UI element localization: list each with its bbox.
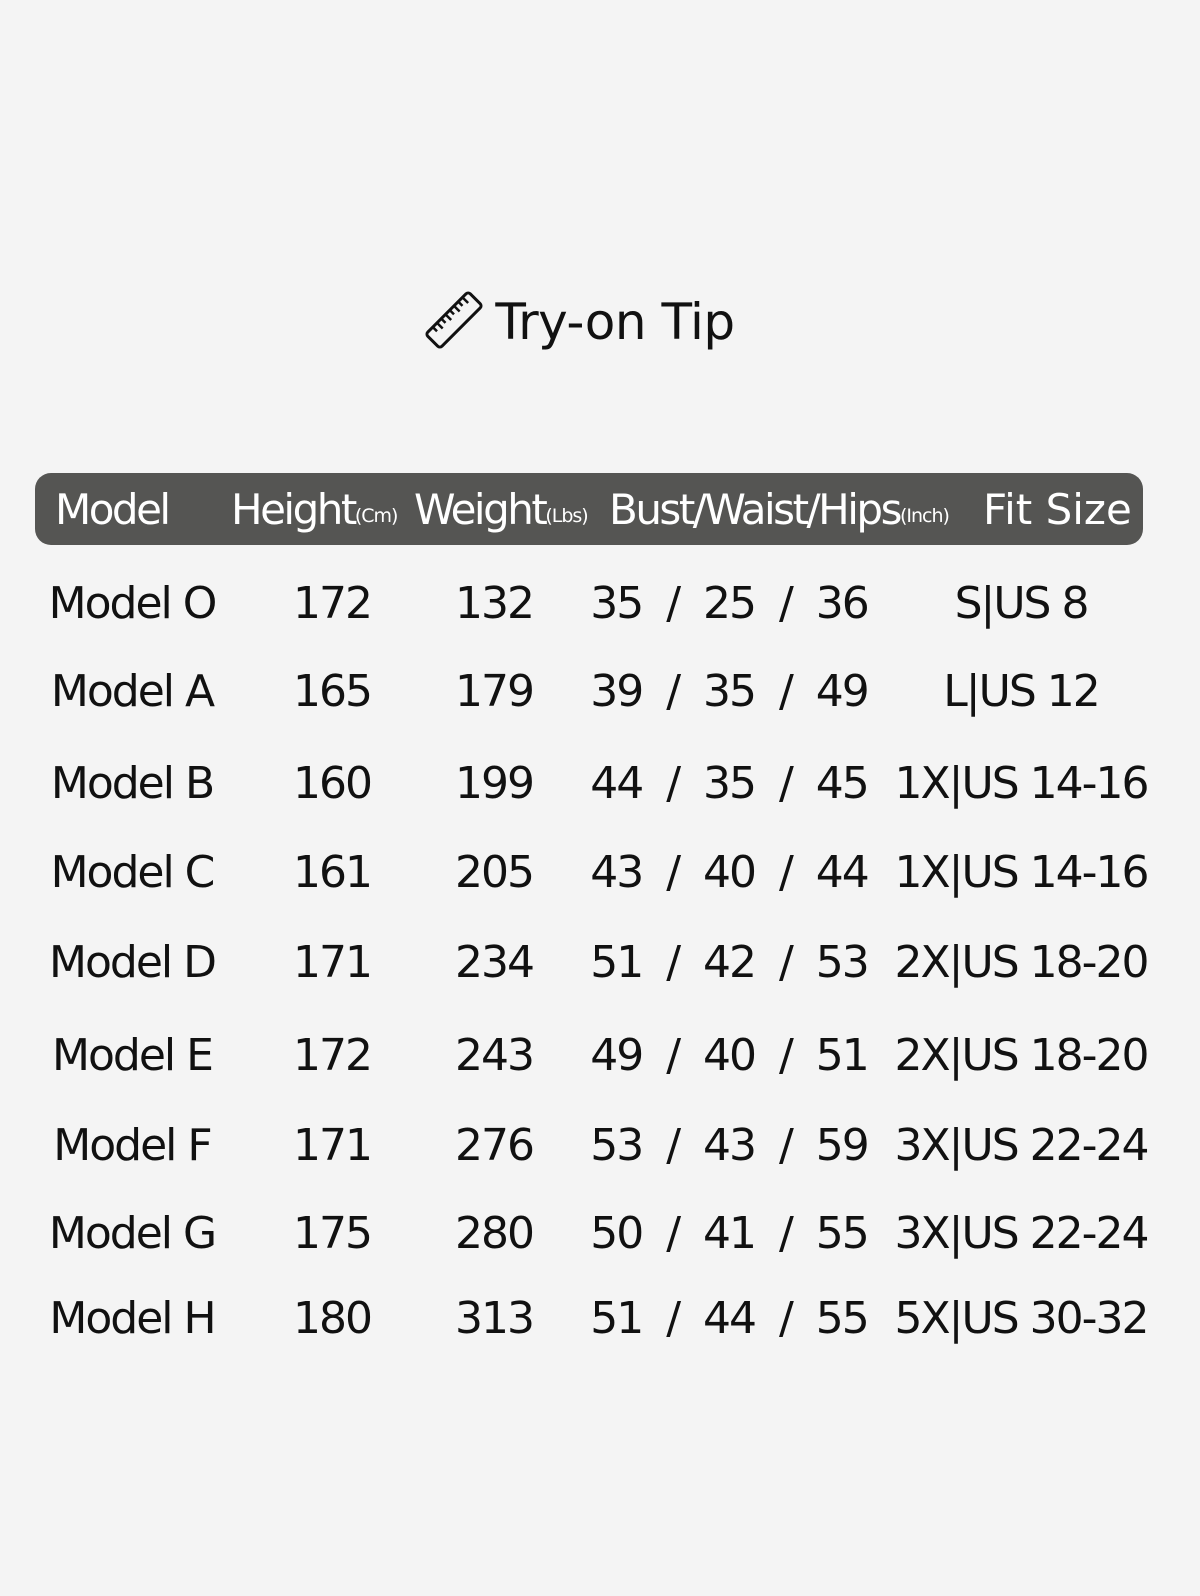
cell-height: 171 <box>293 936 373 988</box>
cell-model: Model A <box>50 665 215 717</box>
table-row: Model G 175 280 50 / 41 / 55 3X|US 22-24 <box>0 1203 1200 1263</box>
header-height: Height (Cm) <box>231 473 399 545</box>
cell-model: Model F <box>53 1119 212 1171</box>
header-model: Model <box>55 484 171 534</box>
cell-model: Model O <box>48 577 218 629</box>
cell-bwh: 49 / 40 / 51 <box>590 1029 870 1081</box>
cell-bwh: 53 / 43 / 59 <box>590 1119 870 1171</box>
table-row: Model O 172 132 35 / 25 / 36 S|US 8 <box>0 573 1200 633</box>
header-weight-unit: (Lbs) <box>545 505 588 527</box>
table-row: Model F 171 276 53 / 43 / 59 3X|US 22-24 <box>0 1115 1200 1175</box>
header-weight-label: Weight <box>414 484 548 534</box>
table-row: Model E 172 243 49 / 40 / 51 2X|US 18-20 <box>0 1025 1200 1085</box>
cell-weight: 243 <box>455 1029 535 1081</box>
title-text: Try-on Tip <box>495 293 735 351</box>
ruler-icon <box>425 288 483 356</box>
cell-fit: 2X|US 18-20 <box>894 1029 1150 1081</box>
cell-fit: 3X|US 22-24 <box>894 1207 1150 1259</box>
cell-bwh: 44 / 35 / 45 <box>590 757 870 809</box>
cell-fit: 2X|US 18-20 <box>894 936 1150 988</box>
cell-fit: S|US 8 <box>954 577 1090 629</box>
cell-fit: 3X|US 22-24 <box>894 1119 1150 1171</box>
cell-bwh: 50 / 41 / 55 <box>590 1207 870 1259</box>
table-row: Model C 161 205 43 / 40 / 44 1X|US 14-16 <box>0 842 1200 902</box>
cell-model: Model D <box>49 936 217 988</box>
cell-weight: 313 <box>455 1292 535 1344</box>
cell-weight: 199 <box>455 757 535 809</box>
cell-bwh: 35 / 25 / 36 <box>590 577 870 629</box>
header-bwh-unit: (Inch) <box>899 505 950 527</box>
page-title: Try-on Tip <box>0 288 1160 356</box>
cell-bwh: 43 / 40 / 44 <box>590 846 870 898</box>
cell-model: Model H <box>49 1292 216 1344</box>
cell-bwh: 51 / 44 / 55 <box>590 1292 870 1344</box>
table-row: Model D 171 234 51 / 42 / 53 2X|US 18-20 <box>0 932 1200 992</box>
header-bwh: Bust/Waist/Hips (Inch) <box>609 473 950 545</box>
cell-fit: 1X|US 14-16 <box>894 846 1150 898</box>
cell-weight: 132 <box>455 577 535 629</box>
cell-model: Model G <box>48 1207 217 1259</box>
cell-height: 172 <box>293 577 373 629</box>
header-height-unit: (Cm) <box>354 505 399 527</box>
cell-fit: 5X|US 30-32 <box>894 1292 1150 1344</box>
cell-weight: 205 <box>455 846 535 898</box>
cell-height: 161 <box>293 846 373 898</box>
header-bwh-label: Bust/Waist/Hips <box>609 484 902 534</box>
cell-weight: 280 <box>455 1207 535 1259</box>
table-row: Model A 165 179 39 / 35 / 49 L|US 12 <box>0 661 1200 721</box>
cell-height: 180 <box>293 1292 373 1344</box>
table-header: Model Height (Cm) Weight (Lbs) Bust/Waist/… <box>35 473 1143 545</box>
cell-model: Model B <box>50 757 215 809</box>
cell-weight: 234 <box>455 936 535 988</box>
table-row: Model H 180 313 51 / 44 / 55 5X|US 30-32 <box>0 1288 1200 1348</box>
table-row: Model B 160 199 44 / 35 / 45 1X|US 14-16 <box>0 753 1200 813</box>
cell-height: 175 <box>293 1207 373 1259</box>
header-height-label: Height <box>231 484 357 534</box>
cell-height: 160 <box>293 757 373 809</box>
cell-weight: 179 <box>455 665 535 717</box>
header-weight: Weight (Lbs) <box>414 473 589 545</box>
header-fit: Fit Size <box>983 484 1132 534</box>
cell-height: 172 <box>293 1029 373 1081</box>
cell-fit: 1X|US 14-16 <box>894 757 1150 809</box>
cell-height: 165 <box>293 665 373 717</box>
cell-model: Model E <box>52 1029 214 1081</box>
cell-model: Model C <box>50 846 216 898</box>
cell-weight: 276 <box>455 1119 535 1171</box>
cell-bwh: 39 / 35 / 49 <box>590 665 870 717</box>
cell-fit: L|US 12 <box>943 665 1100 717</box>
cell-bwh: 51 / 42 / 53 <box>590 936 870 988</box>
cell-height: 171 <box>293 1119 373 1171</box>
